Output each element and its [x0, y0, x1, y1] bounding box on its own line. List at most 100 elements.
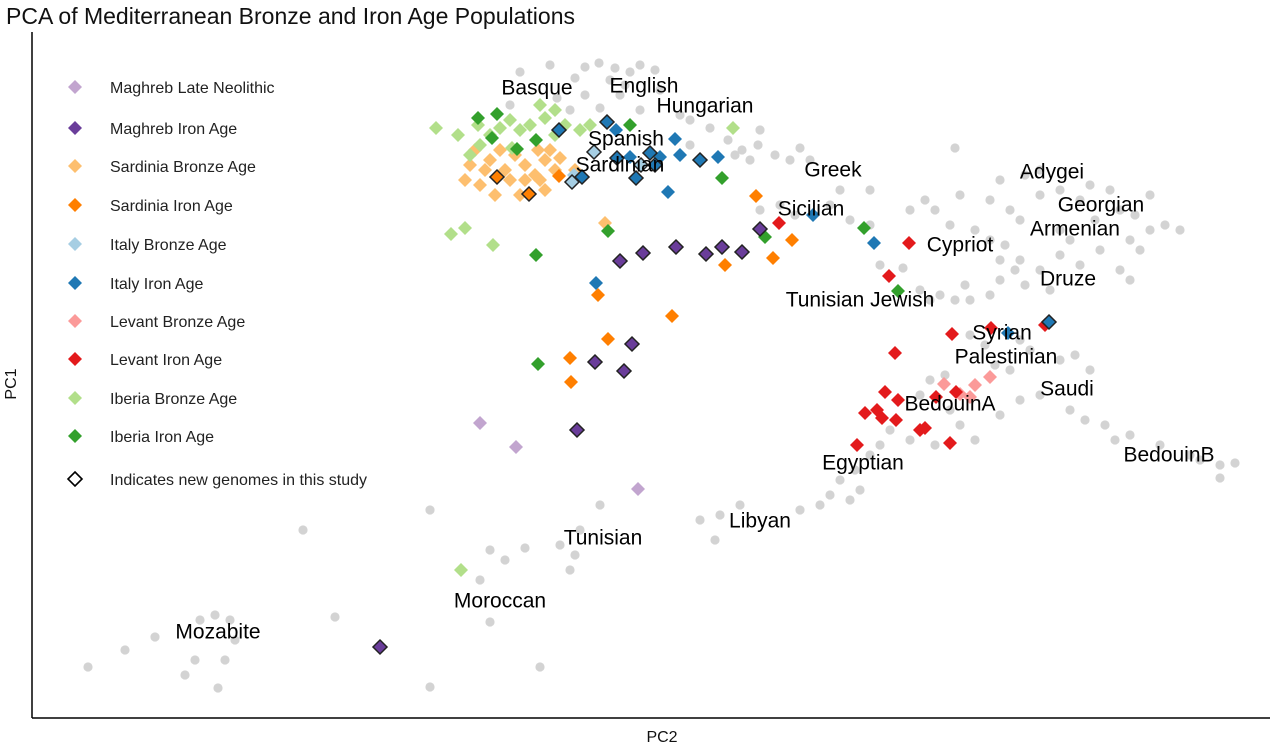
iberia-iron-age-point	[471, 111, 485, 125]
reference-point	[865, 450, 875, 460]
reference-point	[985, 290, 995, 300]
sardinia-iron-age-point	[749, 189, 763, 203]
iberia-bronze-age-point	[726, 121, 740, 135]
iberia-iron-age-point	[510, 142, 524, 156]
reference-point	[995, 255, 1005, 265]
reference-point	[1090, 215, 1100, 225]
reference-point	[225, 615, 235, 625]
sardinia-bronze-age-point	[538, 183, 552, 197]
reference-point	[737, 145, 747, 155]
levant-iron-age-point	[772, 216, 786, 230]
reference-point	[710, 535, 720, 545]
sardinia-bronze-age-point	[488, 188, 502, 202]
reference-point	[650, 65, 660, 75]
reference-point	[1015, 335, 1025, 345]
reference-point	[1055, 185, 1065, 195]
reference-point	[1195, 455, 1205, 465]
reference-point	[620, 80, 630, 90]
reference-point	[795, 505, 805, 515]
reference-point	[555, 540, 565, 550]
reference-point	[1000, 240, 1010, 250]
legend-entry: Italy Bronze Age	[110, 237, 227, 254]
reference-point	[950, 143, 960, 153]
reference-point	[605, 75, 615, 85]
reference-point	[755, 205, 765, 215]
italy-iron-age-point	[589, 276, 603, 290]
maghreb-iron-age-new-genome-point	[371, 638, 389, 656]
levant-iron-age-point	[984, 321, 998, 335]
iberia-iron-age-point	[891, 284, 905, 298]
population-label: Greek	[804, 159, 862, 182]
italy-iron-age-point	[806, 208, 820, 222]
maghreb-late-neolithic-point	[509, 440, 523, 454]
reference-point	[635, 60, 645, 70]
reference-point	[150, 632, 160, 642]
reference-point	[1020, 280, 1030, 290]
reference-point	[1015, 395, 1025, 405]
reference-point	[995, 410, 1005, 420]
sardinia-bronze-age-point	[518, 173, 532, 187]
italy-iron-age-point	[623, 150, 637, 164]
reference-point	[520, 543, 530, 553]
iberia-bronze-age-point	[548, 103, 562, 117]
reference-point	[770, 150, 780, 160]
legend-marker	[68, 429, 82, 443]
sardinia-bronze-age-point	[503, 173, 517, 187]
italy-iron-age-new-genome-point	[646, 156, 664, 174]
reference-point	[970, 435, 980, 445]
reference-point	[120, 645, 130, 655]
population-label: English	[610, 75, 679, 98]
population-label: Saudi	[1040, 378, 1094, 401]
italy-iron-age-new-genome-point	[608, 149, 626, 167]
legend-marker	[68, 121, 82, 135]
reference-point	[1145, 190, 1155, 200]
reference-point	[615, 90, 625, 100]
reference-point	[1075, 195, 1085, 205]
population-label: Tunisian Jewish	[786, 289, 935, 312]
legend-marker	[68, 391, 82, 405]
iberia-bronze-age-point	[583, 118, 597, 132]
italy-iron-age-new-genome-point	[1040, 313, 1058, 331]
sardinia-iron-age-point	[591, 288, 605, 302]
iberia-bronze-age-point	[486, 238, 500, 252]
levant-iron-age-point	[878, 385, 892, 399]
reference-point	[753, 140, 763, 150]
iberia-bronze-age-point	[538, 111, 552, 125]
maghreb-iron-age-new-genome-point	[667, 238, 685, 256]
reference-point	[1045, 285, 1055, 295]
reference-point	[213, 683, 223, 693]
population-label: Mozabite	[175, 621, 260, 644]
reference-point	[1005, 205, 1015, 215]
levant-iron-age-point	[875, 411, 889, 425]
iberia-iron-age-point	[857, 221, 871, 235]
reference-point	[950, 295, 960, 305]
reference-point	[1145, 225, 1155, 235]
reference-point	[298, 525, 308, 535]
legend-entry: Iberia Bronze Age	[110, 391, 237, 408]
sardinia-bronze-age-point	[518, 158, 532, 172]
population-label: Tunisian	[564, 527, 643, 550]
reference-point	[1110, 435, 1120, 445]
reference-point	[1130, 210, 1140, 220]
reference-point	[805, 155, 815, 165]
reference-point	[815, 500, 825, 510]
sardinia-iron-age-point	[718, 258, 732, 272]
reference-point	[825, 200, 835, 210]
maghreb-iron-age-new-genome-point	[733, 243, 751, 261]
population-label: Syrian	[972, 322, 1032, 345]
reference-point	[850, 465, 860, 475]
reference-point	[83, 662, 93, 672]
reference-point	[930, 205, 940, 215]
reference-point	[695, 515, 705, 525]
reference-point	[955, 190, 965, 200]
reference-point	[920, 195, 930, 205]
population-label: BedouinA	[904, 393, 995, 416]
sardinia-bronze-age-point	[478, 163, 492, 177]
reference-point	[835, 185, 845, 195]
reference-point	[1125, 430, 1135, 440]
reference-point	[1035, 390, 1045, 400]
reference-point	[1010, 265, 1020, 275]
sardinia-bronze-age-point	[458, 173, 472, 187]
